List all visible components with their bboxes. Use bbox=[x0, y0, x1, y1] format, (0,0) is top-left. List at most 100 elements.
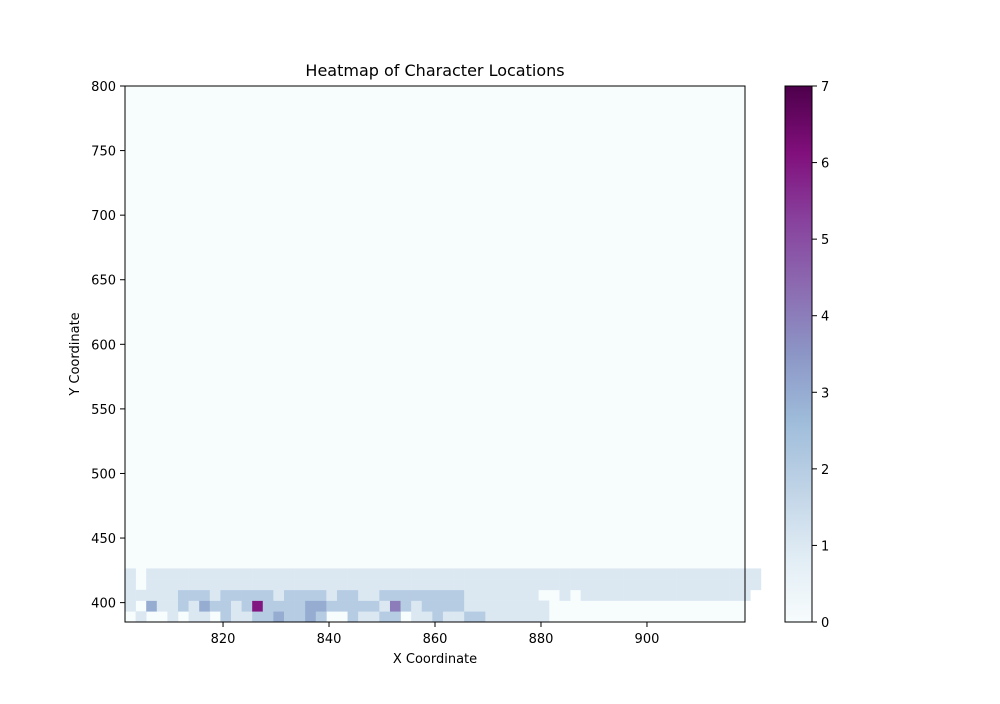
heatmap-cell bbox=[453, 568, 465, 580]
heatmap-cell bbox=[347, 611, 359, 623]
heatmap-cell bbox=[527, 568, 539, 580]
heatmap-cell bbox=[612, 589, 624, 601]
heatmap-cell bbox=[347, 589, 359, 601]
heatmap-cell bbox=[633, 579, 645, 591]
heatmap-cell bbox=[220, 589, 232, 601]
heatmap-cell bbox=[644, 579, 656, 591]
heatmap-cell bbox=[273, 611, 285, 623]
heatmap-cell bbox=[559, 589, 571, 601]
y-tick-label: 600 bbox=[91, 338, 116, 353]
heatmap-cell bbox=[368, 589, 380, 601]
heatmap-cell bbox=[336, 589, 348, 601]
heatmap-cell bbox=[125, 579, 136, 591]
heatmap-cell bbox=[411, 600, 423, 612]
heatmap-cell bbox=[506, 568, 518, 580]
heatmap-cell bbox=[188, 579, 200, 591]
heatmap-cell bbox=[188, 568, 200, 580]
y-tick-label: 700 bbox=[91, 209, 116, 224]
heatmap-cell bbox=[432, 589, 444, 601]
heatmap-cell bbox=[199, 568, 211, 580]
x-tick-label: 900 bbox=[635, 632, 660, 647]
colorbar-tick-label: 5 bbox=[821, 233, 829, 248]
heatmap-cell bbox=[633, 568, 645, 580]
y-tick-label: 750 bbox=[91, 145, 116, 160]
heatmap-cell bbox=[654, 568, 666, 580]
heatmap-cell bbox=[326, 589, 338, 601]
heatmap-cell bbox=[209, 589, 221, 601]
heatmap-cell bbox=[718, 568, 730, 580]
heatmap-cell bbox=[262, 568, 274, 580]
heatmap-cell bbox=[273, 568, 285, 580]
heatmap-cell bbox=[262, 579, 274, 591]
heatmap-cell bbox=[495, 589, 507, 601]
heatmap-cell bbox=[411, 611, 423, 623]
heatmap-cell bbox=[432, 568, 444, 580]
heatmap-cell bbox=[707, 579, 719, 591]
heatmap-cells bbox=[125, 86, 762, 623]
heatmap-cell bbox=[453, 589, 465, 601]
heatmap-cell bbox=[146, 589, 158, 601]
heatmap-cell bbox=[273, 600, 285, 612]
heatmap-cell bbox=[548, 568, 560, 580]
heatmap-cell bbox=[580, 568, 592, 580]
heatmap-cell bbox=[559, 579, 571, 591]
heatmap-cell bbox=[665, 589, 677, 601]
heatmap-cell bbox=[252, 600, 264, 612]
heatmap-cell bbox=[400, 568, 412, 580]
heatmap-cell bbox=[697, 568, 709, 580]
heatmap-cell bbox=[305, 611, 317, 623]
heatmap-cell bbox=[188, 600, 200, 612]
y-tick-label: 500 bbox=[91, 467, 116, 482]
heatmap-cell bbox=[474, 600, 486, 612]
heatmap-cell bbox=[336, 568, 348, 580]
heatmap-cell bbox=[177, 568, 189, 580]
heatmap-cell bbox=[273, 579, 285, 591]
heatmap-cell bbox=[697, 579, 709, 591]
heatmap-cell bbox=[485, 589, 497, 601]
heatmap-cell bbox=[135, 611, 147, 623]
heatmap-cell bbox=[623, 568, 635, 580]
heatmap-cell bbox=[262, 611, 274, 623]
heatmap-cell bbox=[283, 579, 295, 591]
heatmap-cell bbox=[421, 568, 433, 580]
heatmap-cell bbox=[135, 589, 147, 601]
heatmap-background bbox=[125, 86, 745, 622]
heatmap-cell bbox=[718, 589, 730, 601]
heatmap-cell bbox=[485, 568, 497, 580]
heatmap-cell bbox=[389, 600, 401, 612]
heatmap-cell bbox=[336, 600, 348, 612]
heatmap-cell bbox=[644, 589, 656, 601]
heatmap-cell bbox=[209, 568, 221, 580]
heatmap-cell bbox=[591, 589, 603, 601]
heatmap-cell bbox=[707, 568, 719, 580]
heatmap-cell bbox=[167, 611, 179, 623]
heatmap-cell bbox=[633, 589, 645, 601]
heatmap-cell bbox=[379, 589, 391, 601]
colorbar bbox=[784, 85, 813, 623]
y-tick-label: 550 bbox=[91, 403, 116, 418]
heatmap-cell bbox=[379, 611, 391, 623]
heatmap-cell bbox=[442, 579, 454, 591]
heatmap-cell bbox=[326, 568, 338, 580]
y-tick-label: 800 bbox=[91, 80, 116, 95]
heatmap-cell bbox=[209, 600, 221, 612]
heatmap-cell bbox=[315, 600, 327, 612]
heatmap-cell bbox=[464, 579, 476, 591]
heatmap-cell bbox=[676, 579, 688, 591]
heatmap-cell bbox=[707, 589, 719, 601]
heatmap-cell bbox=[167, 589, 179, 601]
heatmap-cell bbox=[315, 589, 327, 601]
heatmap-cell bbox=[570, 568, 582, 580]
heatmap-cell bbox=[506, 600, 518, 612]
y-axis-label: Y Coordinate bbox=[68, 312, 83, 396]
heatmap-cell bbox=[665, 568, 677, 580]
heatmap-cell bbox=[453, 600, 465, 612]
heatmap-cell bbox=[729, 568, 741, 580]
heatmap-cell bbox=[411, 568, 423, 580]
heatmap-cell bbox=[283, 568, 295, 580]
heatmap-cell bbox=[464, 568, 476, 580]
heatmap-cell bbox=[241, 589, 253, 601]
colorbar-ticks: 0 1 2 3 4 5 6 7 bbox=[812, 80, 829, 631]
chart-title: Heatmap of Character Locations bbox=[305, 61, 564, 80]
heatmap-cell bbox=[464, 589, 476, 601]
